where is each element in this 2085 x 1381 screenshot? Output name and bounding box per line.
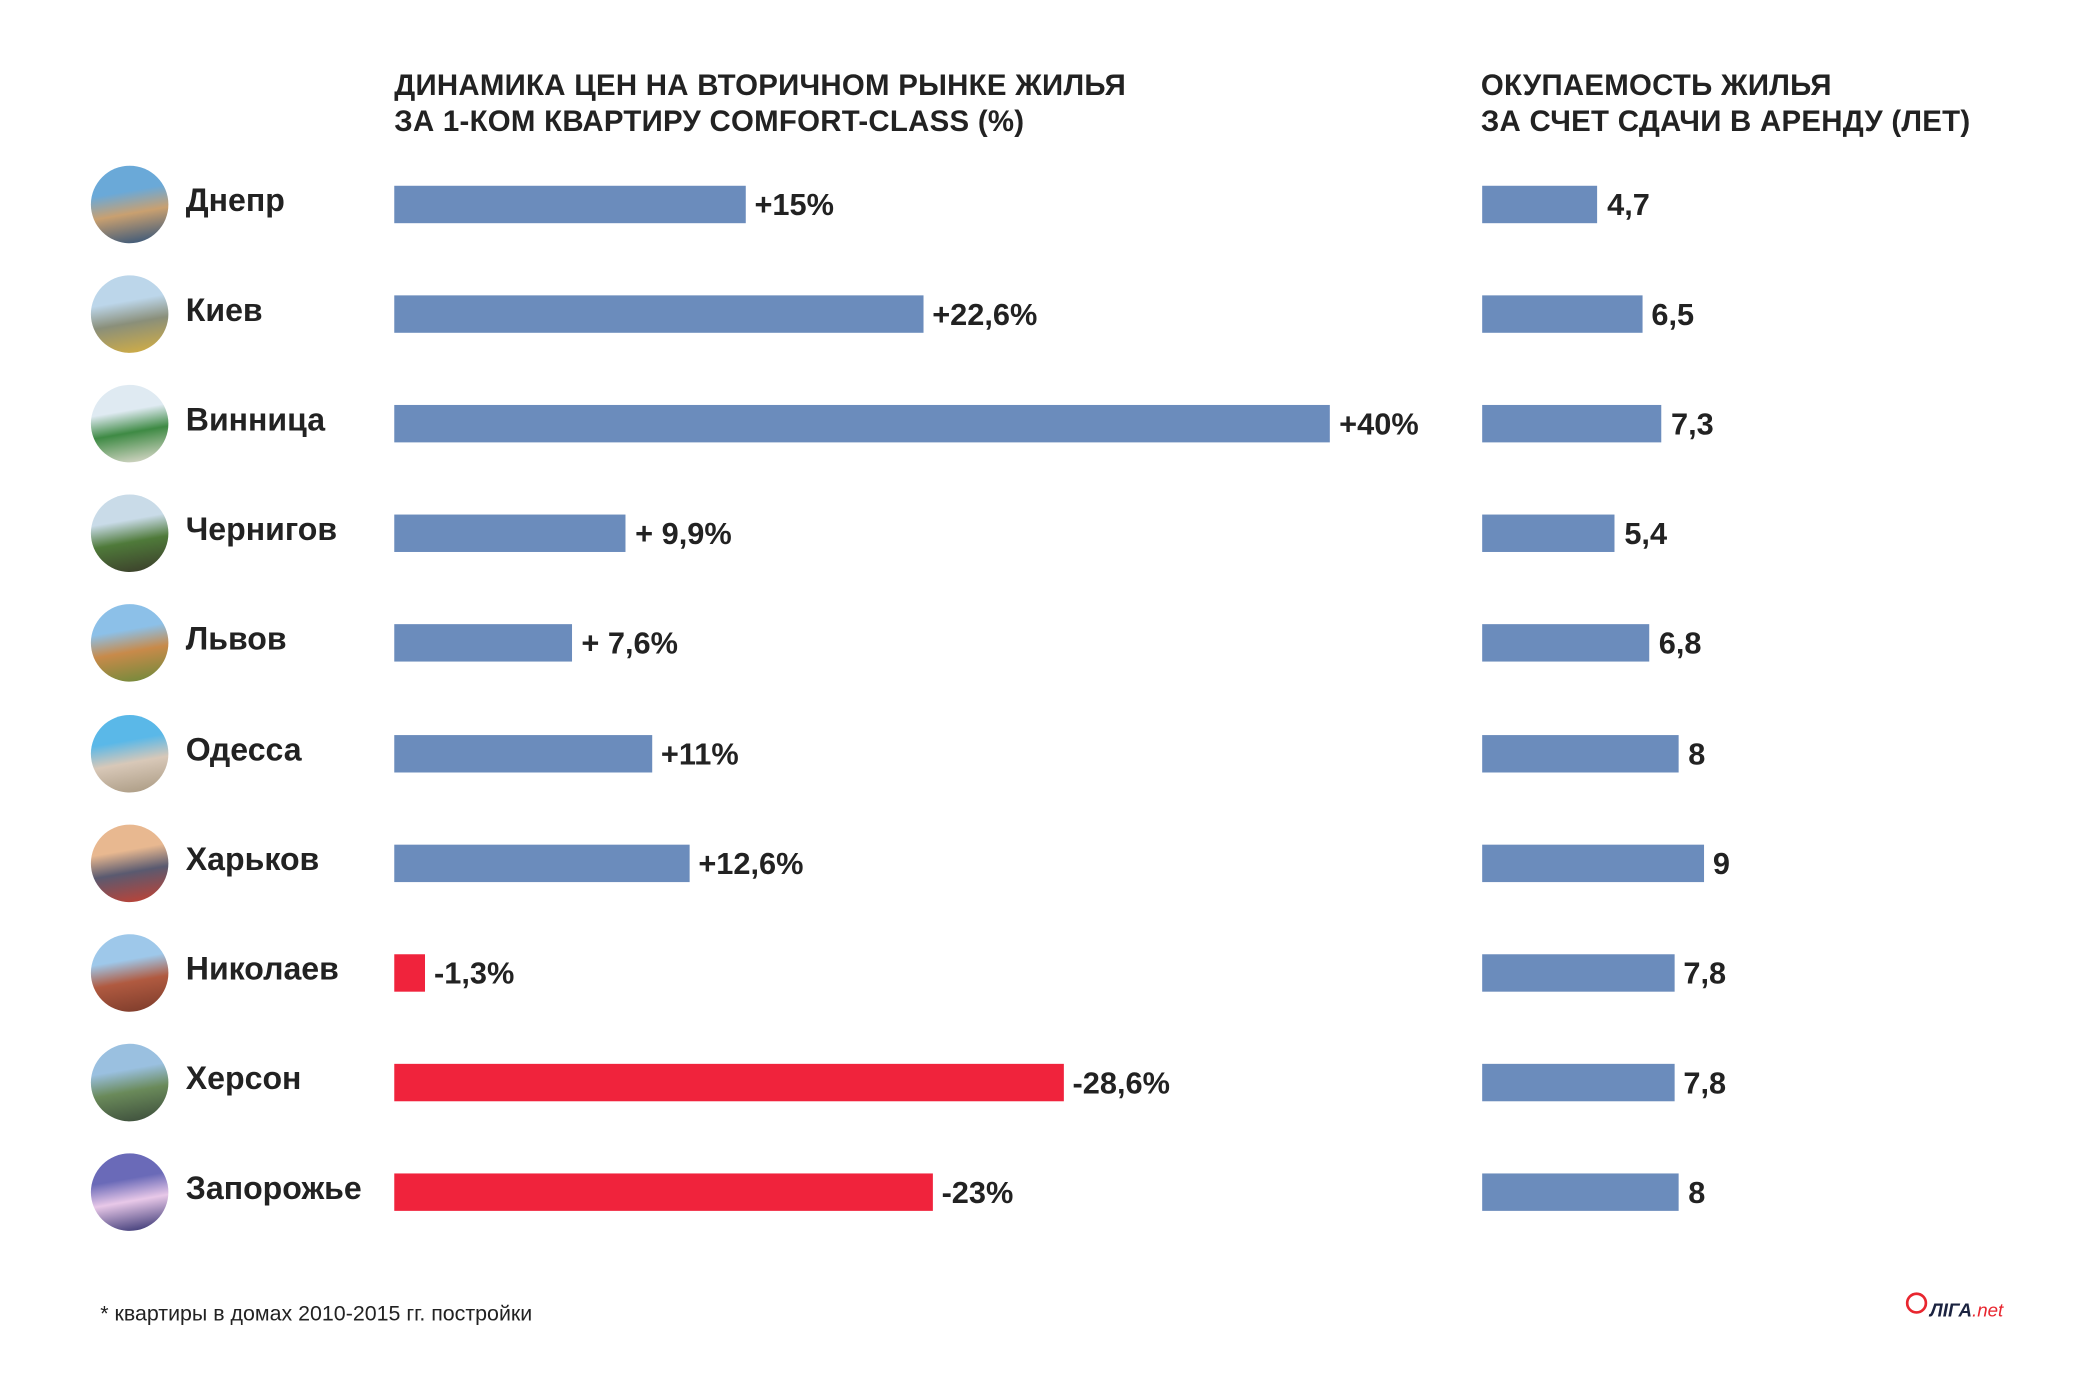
payback-label: 8 <box>1688 735 1706 771</box>
price-change-bar <box>394 405 1330 443</box>
price-change-label: + 9,9% <box>635 516 732 552</box>
city-label: Одесса <box>185 731 302 768</box>
payback-bar <box>1482 734 1679 772</box>
city-label: Херсон <box>185 1060 302 1097</box>
chart-title-price-dynamics: ДИНАМИКА ЦЕН НА ВТОРИЧНОМ РЫНКЕ ЖИЛЬЯ ЗА… <box>394 67 1126 139</box>
city-photo-icon <box>90 714 169 792</box>
chart-row: Одесса +11% 8 <box>0 713 2085 793</box>
payback-bar <box>1482 624 1650 663</box>
city-label: Днепр <box>185 183 285 220</box>
payback-bar <box>1482 405 1662 443</box>
price-change-bar <box>394 185 746 224</box>
liga-net-logo: ЛIГА .net <box>1905 1292 2004 1321</box>
payback-bar <box>1482 844 1704 882</box>
city-label: Харьков <box>185 841 320 878</box>
payback-bar <box>1482 1063 1674 1102</box>
payback-label: 4,7 <box>1607 187 1650 222</box>
payback-label: 7,3 <box>1671 406 1714 442</box>
payback-label: 9 <box>1712 845 1730 881</box>
logo-mark-icon <box>1905 1292 1928 1314</box>
payback-label: 8 <box>1688 1174 1706 1210</box>
city-photo-icon <box>90 165 169 244</box>
price-change-bar <box>394 1173 933 1211</box>
price-change-label: -23% <box>941 1174 1014 1210</box>
price-change-label: +12,6% <box>698 845 804 881</box>
city-photo-icon <box>90 275 169 353</box>
chart-row: Чернигов + 9,9% 5,4 <box>0 494 2085 574</box>
payback-bar <box>1482 295 1643 333</box>
chart-title-payback: ОКУПАЕМОСТЬ ЖИЛЬЯ ЗА СЧЕТ СДАЧИ В АРЕНДУ… <box>1481 67 1971 139</box>
title-line-1: ДИНАМИКА ЦЕН НА ВТОРИЧНОМ РЫНКЕ ЖИЛЬЯ <box>394 68 1127 102</box>
city-photo-icon <box>90 494 169 573</box>
city-label: Львов <box>185 621 287 659</box>
price-change-bar <box>394 624 573 663</box>
price-change-label: -28,6% <box>1072 1064 1170 1100</box>
title-line-2: ЗА СЧЕТ СДАЧИ В АРЕНДУ (ЛЕТ) <box>1480 104 1971 138</box>
city-photo-icon <box>90 1043 169 1122</box>
price-change-bar <box>394 514 626 553</box>
city-label: Чернигов <box>185 512 338 549</box>
price-change-bar <box>394 844 689 882</box>
city-photo-icon <box>90 604 169 683</box>
logo-text: ЛIГА <box>1929 1299 1973 1321</box>
payback-label: 6,8 <box>1658 626 1702 661</box>
city-photo-icon <box>90 824 169 902</box>
price-change-label: +15% <box>754 187 834 222</box>
city-photo-icon <box>90 933 169 1012</box>
payback-bar <box>1482 953 1674 992</box>
payback-bar <box>1482 514 1615 553</box>
city-label: Запорожье <box>185 1170 362 1207</box>
price-change-bar <box>394 953 425 992</box>
city-photo-icon <box>90 385 169 463</box>
footnote: * квартиры в домах 2010-2015 гг. построй… <box>100 1303 533 1326</box>
chart-row: Запорожье -23% 8 <box>0 1152 2085 1232</box>
chart-row: Николаев -1,3% 7,8 <box>0 932 2085 1012</box>
price-change-bar <box>394 1063 1064 1102</box>
payback-label: 6,5 <box>1651 296 1695 332</box>
chart-row: Херсон -28,6% 7,8 <box>0 1042 2085 1122</box>
title-line-2: ЗА 1-КОМ КВАРТИРУ COMFORT-CLASS (%) <box>394 104 1025 138</box>
price-change-bar <box>394 734 652 772</box>
chart-row: Днепр +15% 4,7 <box>0 164 2085 244</box>
price-change-label: +11% <box>660 735 739 771</box>
price-change-bar <box>394 295 923 333</box>
logo-suffix: .net <box>1972 1299 2004 1321</box>
payback-label: 5,4 <box>1624 516 1668 552</box>
price-change-label: + 7,6% <box>581 626 678 661</box>
city-label: Винница <box>185 402 326 439</box>
chart-row: Киев +22,6% 6,5 <box>0 274 2085 354</box>
payback-label: 7,8 <box>1683 955 1727 990</box>
city-photo-icon <box>90 1153 169 1231</box>
chart-row: Харьков +12,6% 9 <box>0 823 2085 903</box>
payback-label: 7,8 <box>1683 1064 1727 1100</box>
price-change-label: +40% <box>1339 406 1419 442</box>
payback-bar <box>1482 185 1598 224</box>
chart-row: Львов + 7,6% 6,8 <box>0 603 2085 683</box>
price-change-label: -1,3% <box>434 955 515 990</box>
city-label: Киев <box>185 292 263 329</box>
city-label: Николаев <box>185 951 339 988</box>
chart-row: Винница +40% 7,3 <box>0 384 2085 464</box>
price-change-label: +22,6% <box>932 296 1038 332</box>
payback-bar <box>1482 1173 1679 1211</box>
title-line-1: ОКУПАЕМОСТЬ ЖИЛЬЯ <box>1480 68 1832 102</box>
